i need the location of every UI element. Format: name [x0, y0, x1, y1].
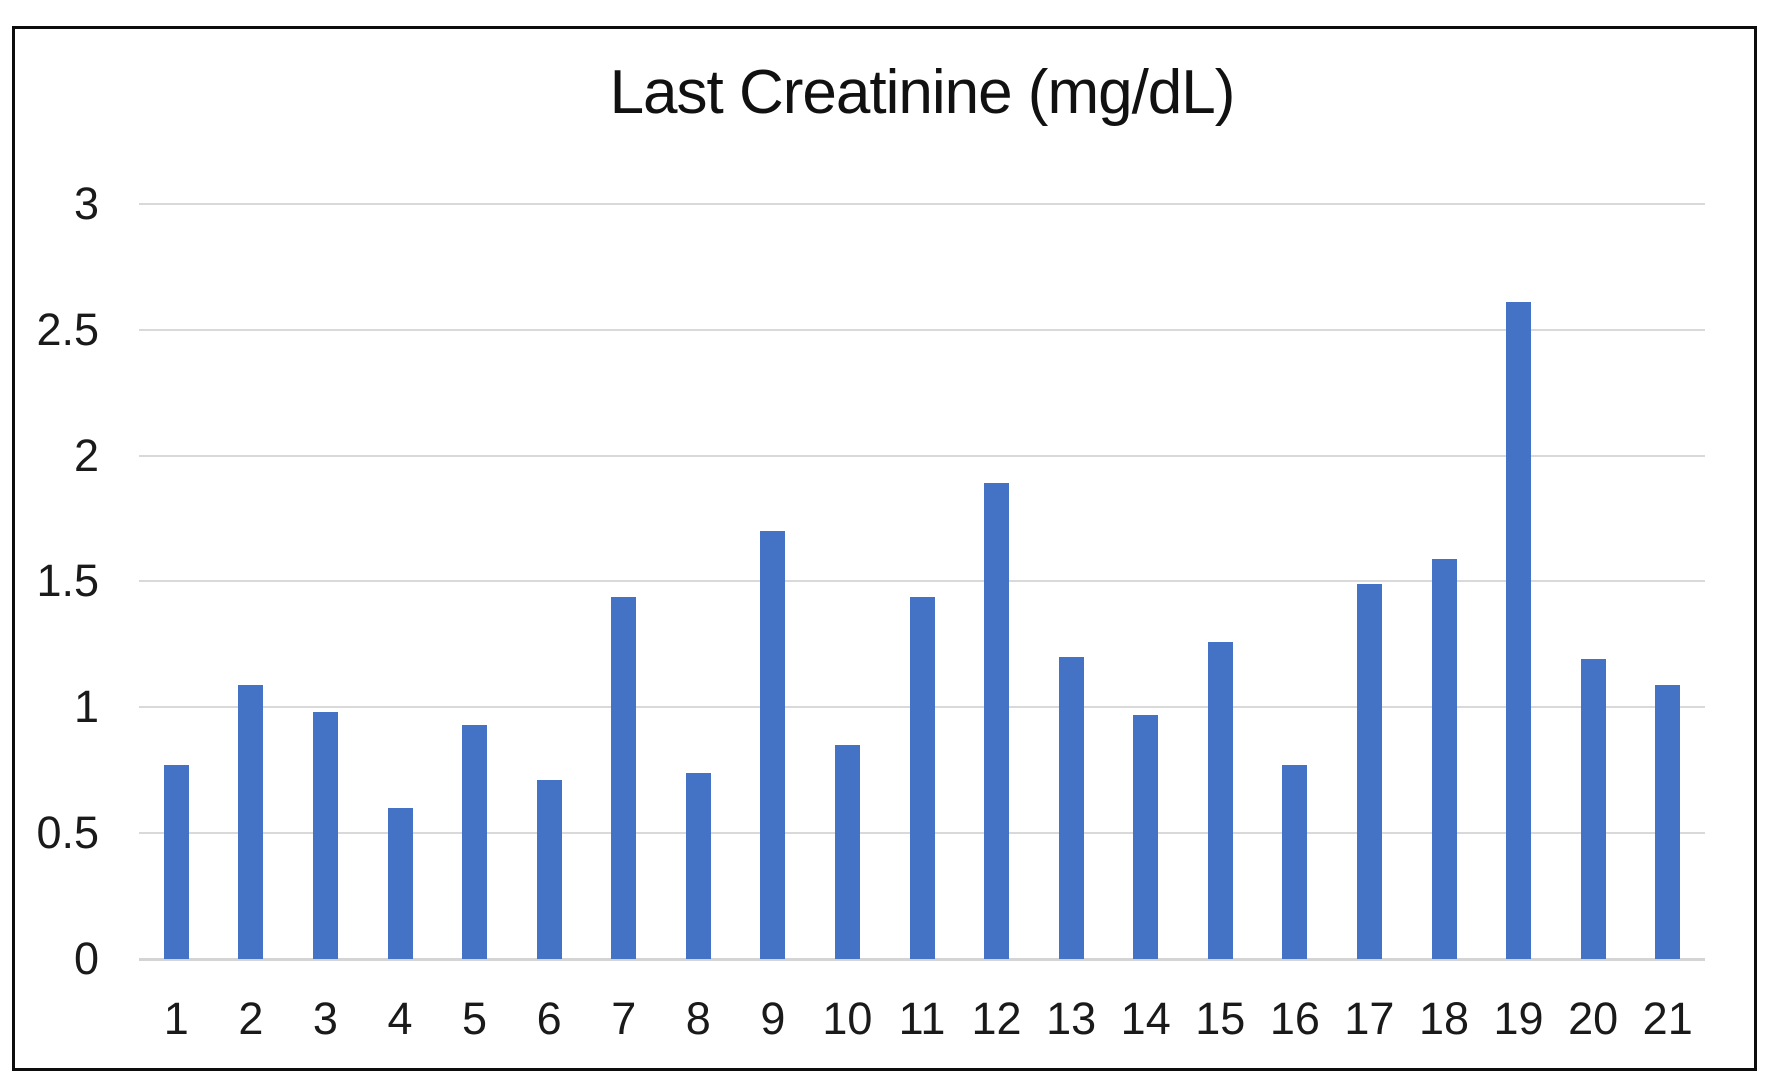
x-tick-label-2: 2 — [238, 993, 264, 1044]
y-tick-label-1: 1 — [73, 681, 99, 733]
y-tick-label-1.5: 1.5 — [36, 555, 99, 607]
bar-7 — [611, 596, 637, 959]
x-tick-label-5: 5 — [462, 993, 488, 1044]
bar-9 — [760, 531, 786, 959]
bar-6 — [536, 780, 562, 959]
x-tick-label-13: 13 — [1046, 993, 1097, 1044]
bar-21 — [1655, 684, 1681, 959]
y-tick-label-0.5: 0.5 — [36, 807, 99, 859]
x-tick-label-21: 21 — [1642, 993, 1693, 1044]
x-tick-label-16: 16 — [1269, 993, 1320, 1044]
bar-2 — [238, 684, 264, 959]
x-tick-label-11: 11 — [898, 993, 946, 1044]
x-tick-label-4: 4 — [387, 993, 413, 1044]
bar-3 — [312, 712, 338, 959]
x-tick-label-8: 8 — [685, 993, 711, 1044]
y-tick-label-2: 2 — [73, 429, 99, 481]
x-tick-label-6: 6 — [536, 993, 562, 1044]
bar-12 — [984, 483, 1010, 959]
gridline-1.5 — [139, 580, 1705, 583]
bar-18 — [1431, 558, 1457, 959]
gridline-2.5 — [139, 328, 1705, 331]
x-tick-label-20: 20 — [1568, 993, 1619, 1044]
x-tick-label-18: 18 — [1418, 993, 1470, 1044]
bar-13 — [1058, 656, 1084, 959]
x-tick-label-17: 17 — [1344, 993, 1395, 1044]
bar-16 — [1282, 765, 1308, 959]
bar-14 — [1133, 714, 1159, 959]
bar-5 — [462, 724, 488, 959]
bar-11 — [909, 596, 935, 959]
bar-4 — [387, 807, 413, 959]
gridline-3 — [139, 202, 1705, 205]
chart-title: Last Creatinine (mg/dL) — [609, 58, 1236, 127]
y-tick-label-2.5: 2.5 — [36, 303, 99, 355]
bar-19 — [1506, 302, 1532, 959]
x-tick-label-7: 7 — [611, 993, 637, 1044]
bar-20 — [1580, 659, 1606, 959]
bar-8 — [685, 772, 711, 959]
bar-15 — [1207, 641, 1233, 959]
bar-17 — [1356, 583, 1382, 959]
x-tick-label-9: 9 — [760, 993, 786, 1044]
x-tick-label-10: 10 — [822, 993, 873, 1044]
plot-area: 0 0.5 1 1.5 2 2.5 3 1 2 3 4 5 6 7 8 9 10 11 12 13 14 15 16 17 1… — [15, 29, 1754, 1068]
x-tick-label-3: 3 — [312, 993, 338, 1044]
x-tick-label-1: 1 — [163, 993, 189, 1044]
x-tick-label-14: 14 — [1120, 993, 1171, 1044]
y-tick-label-3: 3 — [73, 177, 99, 229]
gridline-2 — [139, 454, 1705, 457]
y-tick-label-0: 0 — [73, 933, 99, 984]
x-tick-label-19: 19 — [1493, 993, 1544, 1044]
x-tick-label-12: 12 — [971, 993, 1022, 1044]
bar-1 — [163, 765, 189, 959]
x-tick-label-15: 15 — [1195, 993, 1246, 1044]
bar-10 — [834, 745, 860, 959]
x-axis-line — [139, 958, 1705, 961]
